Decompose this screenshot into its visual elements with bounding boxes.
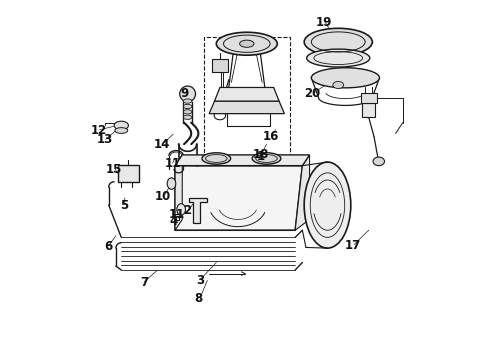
Ellipse shape [304, 28, 372, 55]
Text: 19: 19 [316, 16, 332, 29]
Text: 1: 1 [257, 150, 265, 163]
Ellipse shape [373, 157, 385, 166]
Ellipse shape [333, 81, 343, 89]
Text: 7: 7 [141, 276, 148, 289]
Bar [362, 103, 375, 117]
Polygon shape [295, 155, 310, 230]
Ellipse shape [307, 49, 370, 67]
Polygon shape [190, 198, 207, 223]
Ellipse shape [177, 204, 186, 215]
Ellipse shape [240, 40, 254, 47]
Bar [176, 216, 179, 220]
Text: 11: 11 [169, 208, 185, 221]
Ellipse shape [167, 178, 176, 189]
Ellipse shape [311, 68, 379, 88]
Text: 15: 15 [106, 163, 122, 176]
Polygon shape [175, 166, 302, 230]
Text: 14: 14 [153, 138, 170, 151]
Text: 5: 5 [120, 199, 128, 212]
Ellipse shape [183, 99, 192, 103]
Text: 4: 4 [169, 215, 177, 228]
Ellipse shape [183, 104, 192, 109]
Ellipse shape [183, 110, 192, 114]
Text: 16: 16 [263, 130, 279, 143]
Bar [212, 59, 228, 72]
Polygon shape [209, 101, 285, 114]
Text: 2: 2 [184, 204, 192, 217]
Ellipse shape [252, 153, 281, 164]
Text: 13: 13 [97, 133, 113, 146]
Ellipse shape [183, 115, 192, 120]
Polygon shape [175, 155, 310, 166]
Ellipse shape [202, 153, 231, 164]
Bar [361, 93, 377, 103]
Text: 12: 12 [91, 124, 107, 137]
Text: 9: 9 [180, 87, 188, 100]
Text: 17: 17 [345, 239, 362, 252]
Bar [175, 214, 180, 217]
Text: 10: 10 [155, 190, 172, 203]
Ellipse shape [114, 121, 128, 130]
Text: 6: 6 [104, 240, 112, 253]
Text: 3: 3 [196, 274, 204, 287]
Ellipse shape [180, 86, 196, 102]
Text: 18: 18 [253, 148, 270, 161]
Polygon shape [175, 155, 182, 230]
Text: 11: 11 [165, 157, 181, 170]
Bar [118, 165, 139, 182]
Ellipse shape [216, 32, 277, 55]
Text: 8: 8 [194, 292, 202, 305]
Polygon shape [215, 87, 279, 101]
Ellipse shape [115, 128, 128, 134]
Ellipse shape [304, 162, 351, 248]
Text: 20: 20 [304, 87, 320, 100]
